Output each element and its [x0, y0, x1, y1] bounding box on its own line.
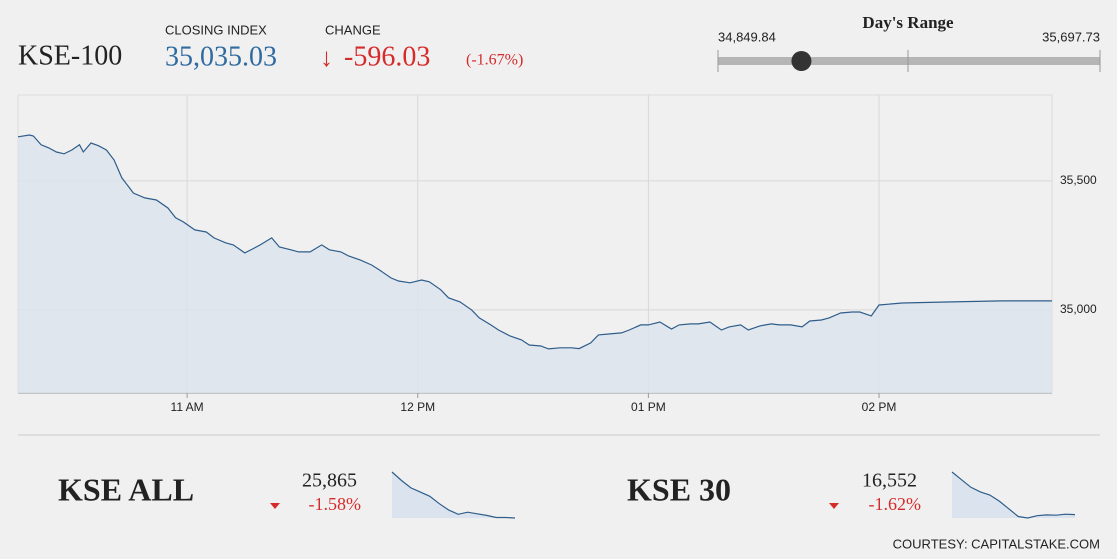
x-tick-label: 01 PM	[631, 400, 666, 414]
x-tick-label: 11 AM	[171, 400, 204, 414]
range-high: 35,697.73	[1042, 29, 1100, 44]
footer: COURTESY: CAPITALSTAKE.COM	[893, 536, 1100, 551]
down-icon	[829, 503, 839, 509]
sparkline	[951, 471, 1076, 519]
ticker-name: KSE ALL	[58, 471, 194, 507]
ticker-change: -1.58%	[309, 494, 362, 514]
change-percent: (-1.67%)	[466, 52, 523, 69]
ticker-change: -1.62%	[869, 494, 922, 514]
x-tick-label: 02 PM	[862, 400, 897, 414]
range-marker	[791, 51, 812, 71]
sparkline-fill	[392, 472, 515, 518]
range-title: Day's Range	[862, 13, 954, 32]
closing-value: 35,035.03	[165, 41, 277, 72]
change-value: -596.03	[344, 41, 430, 72]
change-arrow: ↓	[320, 42, 333, 72]
sparkline	[391, 471, 516, 519]
index-name: KSE-100	[18, 40, 122, 71]
range-low: 34,849.84	[718, 29, 776, 44]
y-tick-label: 35,000	[1060, 302, 1097, 316]
area-fill	[18, 135, 1052, 393]
y-tick-label: 35,500	[1060, 173, 1097, 187]
down-icon	[270, 503, 280, 509]
ticker-value: 25,865	[302, 470, 357, 492]
closing-label: CLOSING INDEX	[165, 22, 267, 37]
range-bar	[718, 57, 1100, 65]
ticker-name: KSE 30	[627, 471, 731, 507]
line	[17, 134, 1052, 350]
change-label: CHANGE	[325, 22, 381, 37]
ticker-value: 16,552	[862, 470, 917, 492]
x-tick-label: 12 PM	[400, 400, 435, 414]
sparkline-fill	[952, 472, 1075, 518]
